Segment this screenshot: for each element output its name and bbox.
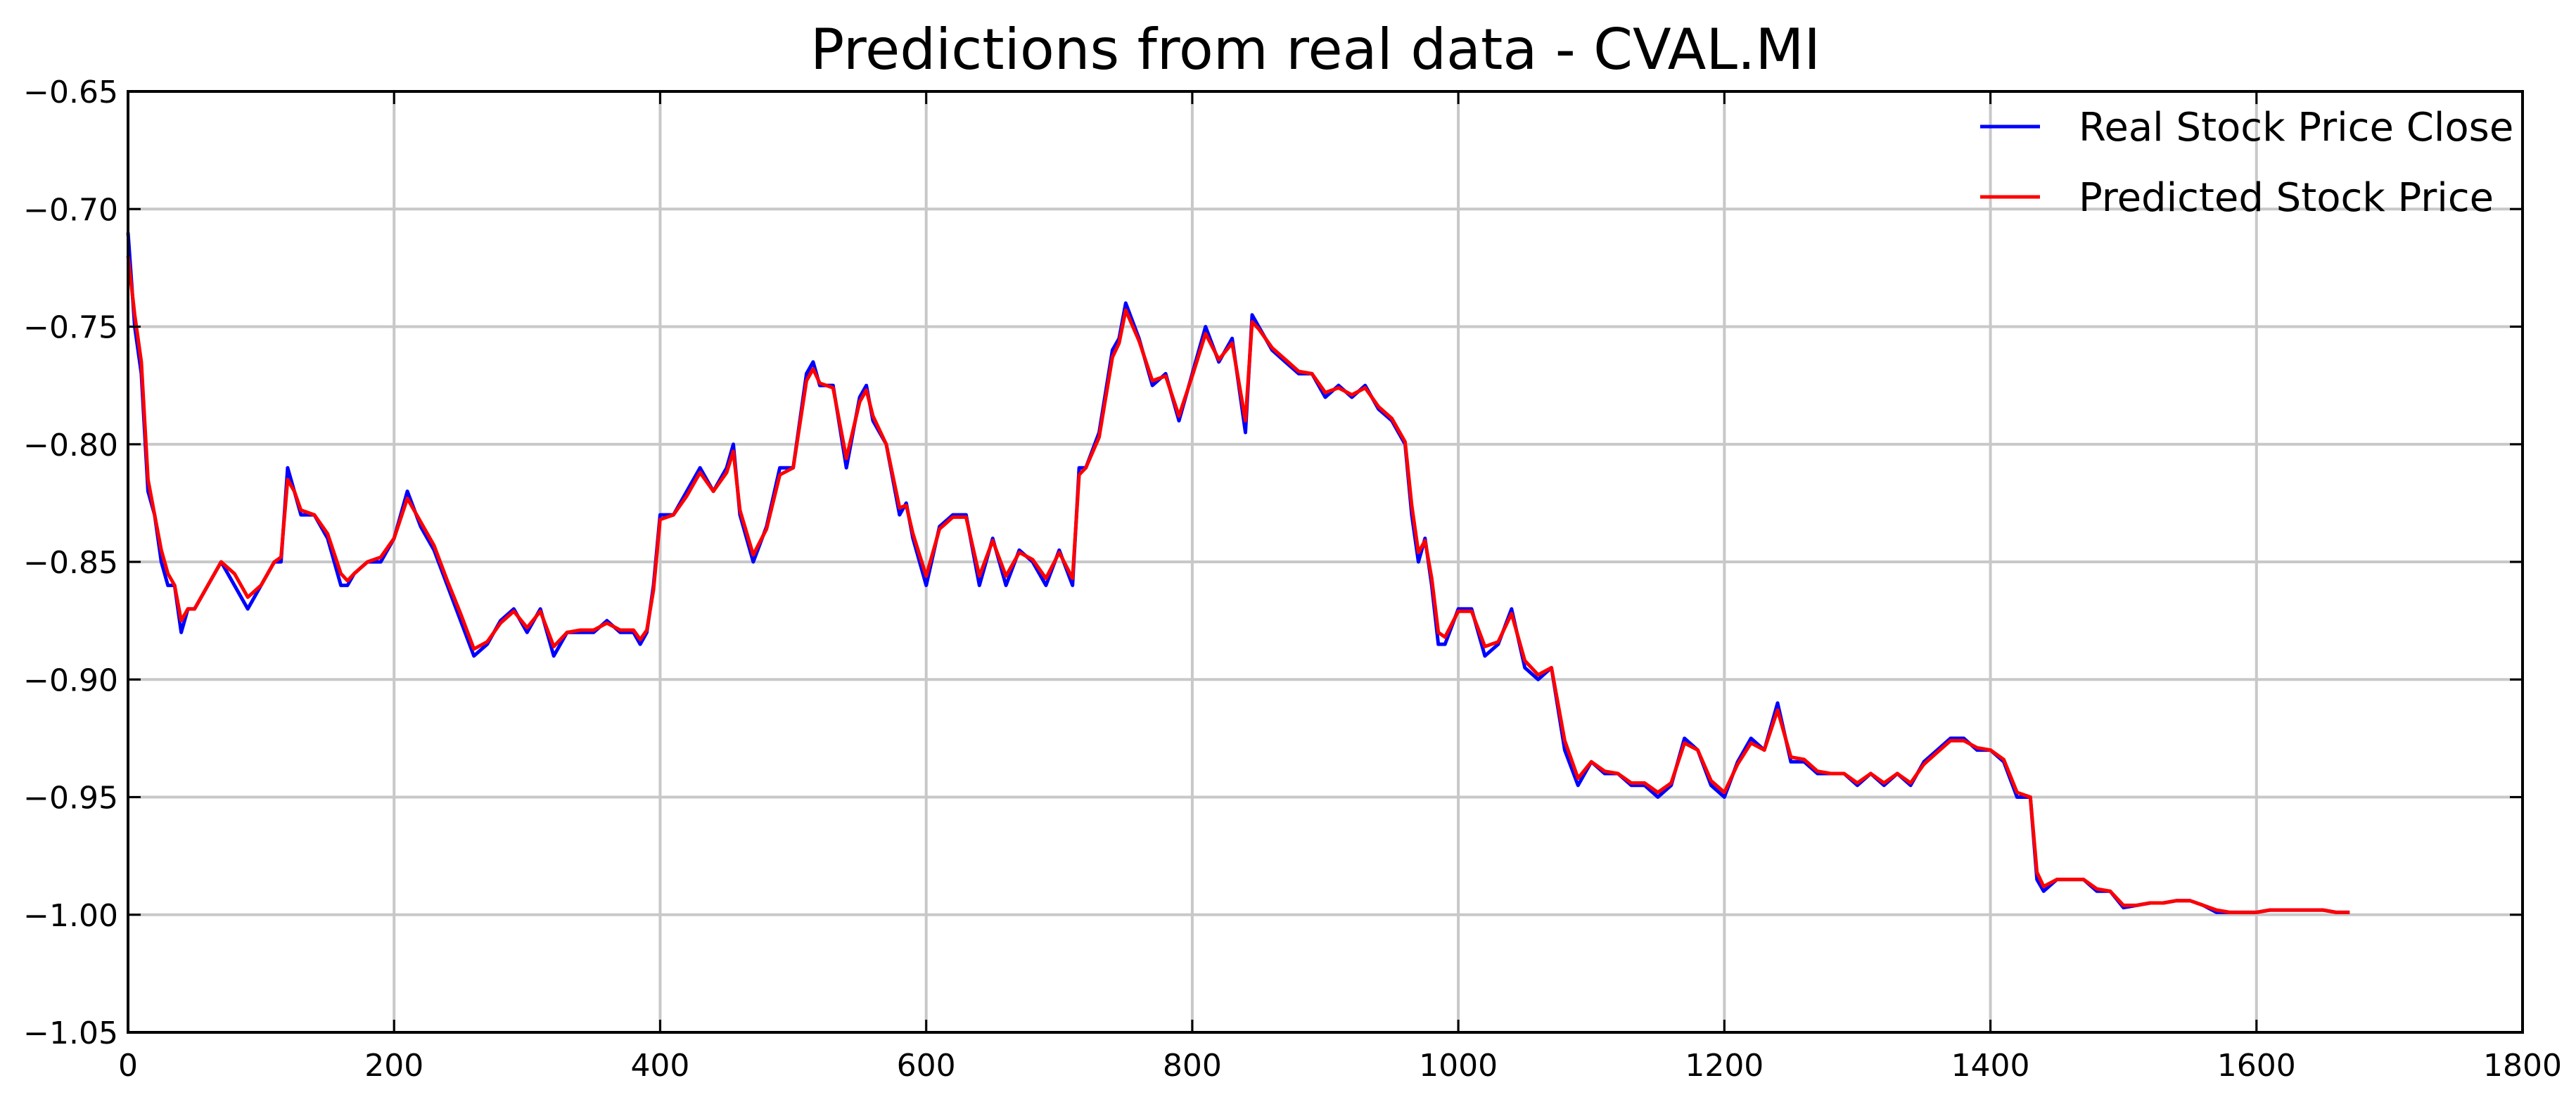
x-tick-label: 1000 [1419, 1048, 1498, 1084]
x-tick-label: 1600 [2217, 1048, 2296, 1084]
y-tick-label: −0.65 [23, 75, 118, 110]
x-tick-label: 1800 [2483, 1048, 2562, 1084]
legend-label-real: Real Stock Price Close [2079, 105, 2513, 150]
y-tick-label: −0.80 [23, 428, 118, 463]
y-tick-label: −0.70 [23, 192, 118, 228]
chart-title: Predictions from real data - CVAL.MI [810, 17, 1821, 82]
y-tick-label: −0.90 [23, 662, 118, 698]
x-tick-label: 800 [1163, 1048, 1222, 1084]
y-tick-label: −0.95 [23, 781, 118, 816]
x-tick-label: 600 [897, 1048, 956, 1084]
y-tick-label: −1.05 [23, 1015, 118, 1051]
x-tick-label: 1200 [1685, 1048, 1764, 1084]
x-tick-label: 400 [630, 1048, 689, 1084]
legend: Real Stock Price Close Predicted Stock P… [1980, 105, 2513, 221]
x-tick-label: 200 [364, 1048, 423, 1084]
y-tick-label: −0.75 [23, 310, 118, 346]
series-line-predicted-stock-price [126, 255, 2350, 914]
x-tick-label: 0 [118, 1048, 138, 1084]
y-tick-label: −0.85 [23, 545, 118, 581]
x-tick-label: 1400 [1951, 1048, 2030, 1084]
legend-label-predicted: Predicted Stock Price [2079, 175, 2494, 221]
y-tick-label: −1.00 [23, 898, 118, 934]
series-lines [126, 232, 2350, 914]
axis-ticks: 0 200 400 600 800 1000 1200 1400 1600 1800 −0.65 −0… [23, 75, 2562, 1084]
